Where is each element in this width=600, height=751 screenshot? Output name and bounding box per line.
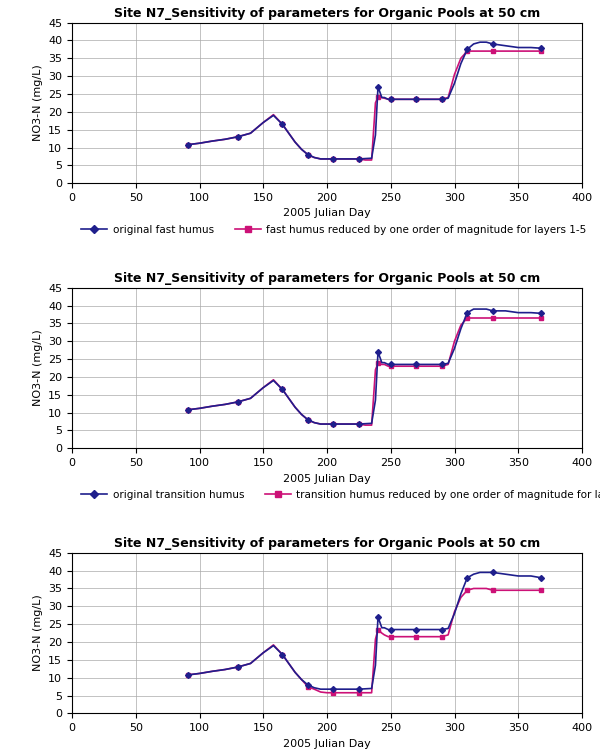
Title: Site N7_Sensitivity of parameters for Organic Pools at 50 cm: Site N7_Sensitivity of parameters for Or… <box>114 272 540 285</box>
Title: Site N7_Sensitivity of parameters for Organic Pools at 50 cm: Site N7_Sensitivity of parameters for Or… <box>114 7 540 20</box>
X-axis label: 2005 Julian Day: 2005 Julian Day <box>283 739 371 749</box>
X-axis label: 2005 Julian Day: 2005 Julian Day <box>283 474 371 484</box>
Y-axis label: NO3-N (mg/L): NO3-N (mg/L) <box>32 595 43 671</box>
Title: Site N7_Sensitivity of parameters for Organic Pools at 50 cm: Site N7_Sensitivity of parameters for Or… <box>114 537 540 550</box>
Legend: original transition humus, transition humus reduced by one order of magnitude fo: original transition humus, transition hu… <box>77 486 600 504</box>
X-axis label: 2005 Julian Day: 2005 Julian Day <box>283 209 371 219</box>
Y-axis label: NO3-N (mg/L): NO3-N (mg/L) <box>32 330 43 406</box>
Legend: original fast humus, fast humus reduced by one order of magnitude for layers 1-5: original fast humus, fast humus reduced … <box>77 221 590 239</box>
Y-axis label: NO3-N (mg/L): NO3-N (mg/L) <box>32 65 43 141</box>
